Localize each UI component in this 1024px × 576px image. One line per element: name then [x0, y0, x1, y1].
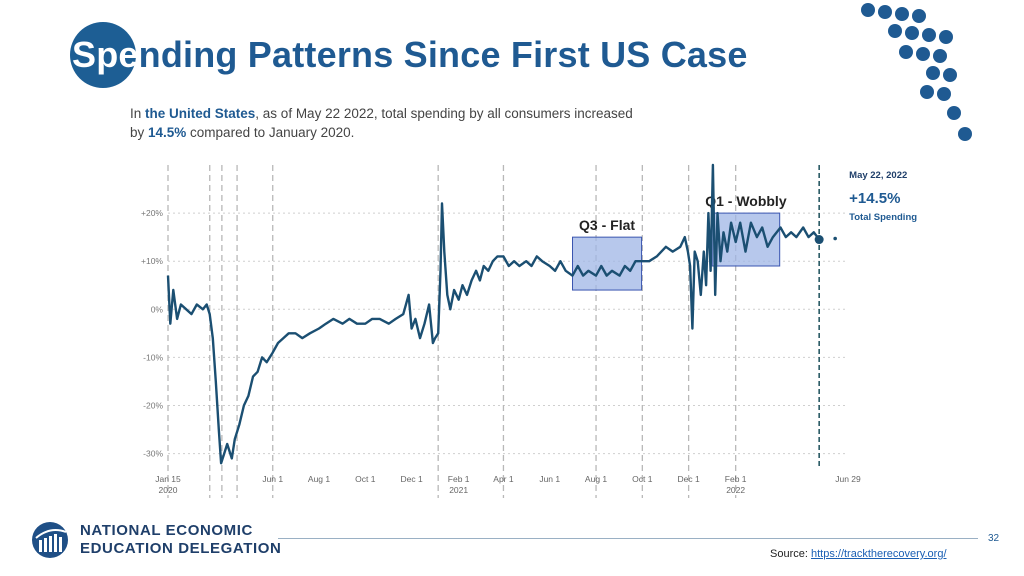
y-tick-label: -30%: [143, 449, 163, 459]
decor-dot: [888, 24, 902, 38]
x-tick-label: Oct 1: [355, 474, 376, 484]
decor-dot: [933, 49, 947, 63]
x-tick-label: Jan 15: [155, 474, 181, 484]
chart-description: In the United States, as of May 22 2022,…: [130, 104, 650, 142]
projection-dot: [833, 236, 837, 241]
decor-dot: [958, 127, 972, 141]
x-tick-label: Feb 1: [725, 474, 747, 484]
decor-dot: [895, 7, 909, 21]
footer-divider: [278, 538, 978, 539]
title-rest: nding Patterns Since First US Case: [138, 34, 748, 75]
decor-dot: [943, 68, 957, 82]
decor-dot: [926, 66, 940, 80]
description-text-3: compared to January 2020.: [186, 125, 355, 140]
y-tick-label: -20%: [143, 400, 163, 410]
marker-value-label: +14.5%: [849, 190, 900, 207]
y-axis-labels: +20% +10% 0% -10% -20% -30%: [141, 208, 163, 458]
source-label: Source:: [770, 548, 808, 560]
logo-line-1: NATIONAL ECONOMIC: [80, 522, 253, 539]
x-tick-year-label: 2022: [726, 485, 745, 495]
marker-date-label: May 22, 2022: [849, 170, 907, 181]
x-tick-label: Aug 1: [585, 474, 607, 484]
annotation-label: Q1 - Wobbly: [705, 193, 787, 209]
decor-dot: [922, 28, 936, 42]
decor-dot: [905, 26, 919, 40]
marker-series-label: Total Spending: [849, 212, 917, 223]
description-bold-2: 14.5%: [148, 125, 187, 140]
x-tick-label: Jun 1: [539, 474, 560, 484]
title-highlight: Spe: [72, 34, 139, 75]
description-text-1: In: [130, 106, 146, 121]
page-number: 32: [988, 533, 1000, 544]
x-tick-label: Dec 1: [401, 474, 423, 484]
current-marker: May 22, 2022 +14.5% Total Spending: [814, 165, 917, 468]
x-tick-label: Jun 29: [835, 474, 861, 484]
x-tick-year-label: 2021: [449, 485, 468, 495]
need-logo-icon: [32, 522, 68, 558]
need-logo: NATIONAL ECONOMIC EDUCATION DELEGATION: [30, 518, 281, 564]
annotation-box: [572, 236, 643, 291]
title-circle-decoration: [70, 22, 136, 88]
y-tick-label: +20%: [141, 208, 163, 218]
x-tick-label: Aug 1: [308, 474, 330, 484]
y-tick-label: -10%: [143, 352, 163, 362]
decor-dot: [920, 85, 934, 99]
annotation-label: Q3 - Flat: [579, 217, 635, 233]
description-bold-1: the United States: [145, 106, 256, 121]
y-tick-label: 0%: [151, 304, 164, 314]
logo-wordmark: NATIONAL ECONOMIC EDUCATION DELEGATION: [80, 522, 281, 558]
current-value-point: [814, 235, 824, 245]
x-tick-label: Dec 1: [678, 474, 700, 484]
decor-dot: [899, 45, 913, 59]
decor-dot: [947, 106, 961, 120]
series-line-total-spending: [166, 163, 821, 465]
x-tick-year-label: 2020: [159, 485, 178, 495]
source-citation: Source: https://tracktherecovery.org/: [770, 548, 947, 560]
decor-dot: [861, 3, 875, 17]
description-text-2: , as of May 22 2022, total spending by a…: [130, 106, 633, 140]
y-tick-label: +10%: [141, 256, 163, 266]
page-title: Spending Patterns Since First US Case: [72, 34, 748, 76]
x-tick-label: Jun 1: [262, 474, 283, 484]
x-tick-label: Apr 1: [493, 474, 514, 484]
x-tick-label: Oct 1: [632, 474, 653, 484]
decor-dot: [937, 87, 951, 101]
event-dashed-lines: [167, 165, 737, 498]
decor-dot: [878, 5, 892, 19]
dot-grid-decoration: [861, 3, 972, 141]
x-tick-label: Feb 1: [448, 474, 470, 484]
decor-dot: [912, 9, 926, 23]
series-group: [166, 163, 821, 465]
logo-line-2: EDUCATION DELEGATION: [80, 540, 282, 557]
source-link[interactable]: https://tracktherecovery.org/: [810, 548, 947, 560]
decor-dot: [916, 47, 930, 61]
annotation-boxes: Q3 - Flat Q1 - Wobbly: [572, 193, 787, 291]
decor-dot: [939, 30, 953, 44]
